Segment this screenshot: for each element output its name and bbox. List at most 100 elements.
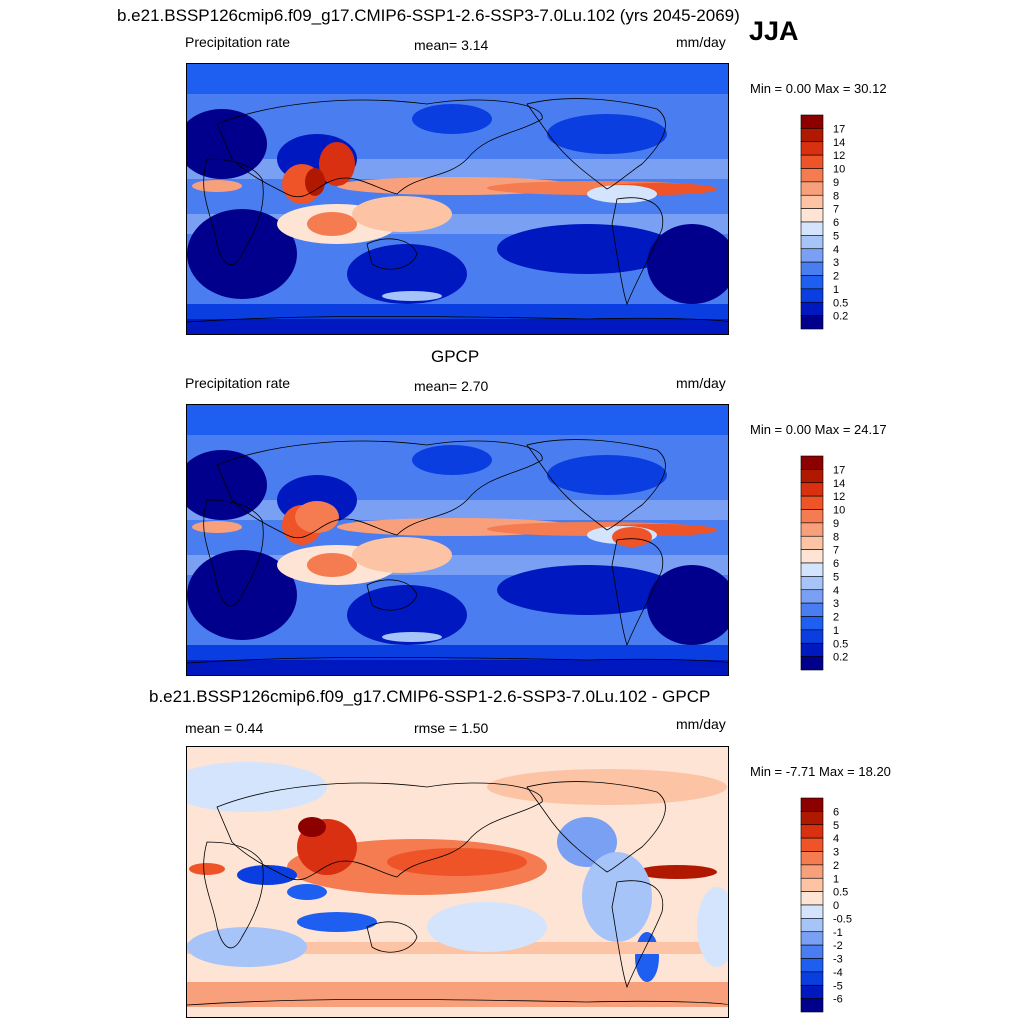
- colorbar-1-box: [800, 301, 824, 316]
- colorbar-3-box: [800, 877, 824, 892]
- colorbar-2-box: [800, 629, 824, 644]
- colorbar-2-tick-label: 5: [833, 571, 839, 583]
- colorbar-1-box: [800, 141, 824, 156]
- colorbar-3-box: [800, 918, 824, 933]
- colorbar-1-box: [800, 248, 824, 263]
- colorbar-2-box: [800, 576, 824, 591]
- colorbar-1-box: [800, 114, 824, 129]
- colorbar-1-box: [800, 261, 824, 276]
- season-label: JJA: [749, 16, 799, 46]
- colorbar-3-box: [800, 971, 824, 986]
- map-3-coastlines: [187, 781, 728, 1006]
- colorbar-1-box: [800, 221, 824, 236]
- colorbar-1-tick-label: 9: [833, 177, 839, 189]
- colorbar-1-tick-label: 3: [833, 257, 839, 269]
- colorbar-2-tick-label: 14: [833, 478, 845, 490]
- map-3-field: [187, 747, 728, 1017]
- colorbar-1-box: [800, 168, 824, 183]
- colorbar-2-box: [800, 642, 824, 657]
- panel-2-mean-label: mean= 2.70: [414, 378, 489, 394]
- colorbar-1-tick-label: 1: [833, 284, 839, 296]
- colorbar-1-tick-label: 10: [833, 164, 845, 176]
- colorbar-2-box: [800, 522, 824, 537]
- colorbar-1-tick-label: 6: [833, 217, 839, 229]
- colorbar-1-tick-label: 4: [833, 244, 839, 256]
- colorbar-3-tick-label: -2: [833, 940, 843, 952]
- colorbar-2-tick-label: 3: [833, 598, 839, 610]
- colorbar-1-tick-label: 8: [833, 190, 839, 202]
- colorbar-2-box: [800, 482, 824, 497]
- colorbar-2-tick-label: 0.5: [833, 638, 848, 650]
- colorbar-1-box: [800, 235, 824, 250]
- colorbar-2-tick-label: 8: [833, 531, 839, 543]
- colorbar-1-tick-label: 0.5: [833, 297, 848, 309]
- colorbar-3-box: [800, 904, 824, 919]
- colorbar-2-box: [800, 469, 824, 484]
- panel-3-colorbar: 6 5 4 3 2 1 0.5 0 -0.5 -1 -2 -3 -4 -5 -6: [800, 797, 861, 1013]
- colorbar-3-box: [800, 958, 824, 973]
- colorbar-2-tick-label: 6: [833, 558, 839, 570]
- panel-1-variable-label: Precipitation rate: [185, 34, 291, 50]
- colorbar-1-box: [800, 208, 824, 223]
- colorbar-3-tick-label: -1: [833, 927, 843, 939]
- colorbar-3-tick-label: 0.5: [833, 887, 848, 899]
- colorbar-2-tick-label: 2: [833, 612, 839, 624]
- panel-1-units-label: mm/day: [676, 34, 726, 50]
- colorbar-3-box: [800, 864, 824, 879]
- colorbar-2-box: [800, 535, 824, 550]
- colorbar-1-tick-label: 17: [833, 123, 845, 135]
- colorbar-1-tick-label: 14: [833, 137, 845, 149]
- colorbar-1-box: [800, 194, 824, 209]
- main-title: b.e21.BSSP126cmip6.f09_g17.CMIP6-SSP1-2.…: [117, 6, 740, 25]
- colorbar-3-box: [800, 811, 824, 826]
- colorbar-2-box: [800, 616, 824, 631]
- panel-3-units-label: mm/day: [676, 716, 726, 732]
- panel-3-minmax: Min = -7.71 Max = 18.20: [750, 764, 891, 779]
- colorbar-1-tick-label: 12: [833, 150, 845, 162]
- panel-3-map: [186, 746, 729, 1018]
- colorbar-3-tick-label: 5: [833, 820, 839, 832]
- colorbar-3-box: [800, 931, 824, 946]
- panel-3-rmse-label: rmse = 1.50: [414, 720, 489, 736]
- map-2-coastlines: [187, 439, 728, 664]
- panel-2-variable-label: Precipitation rate: [185, 375, 291, 391]
- colorbar-1-box: [800, 181, 824, 196]
- panel-3-mean-label: mean = 0.44: [185, 720, 264, 736]
- colorbar-2-box: [800, 602, 824, 617]
- panel-2-title: GPCP: [431, 347, 480, 366]
- colorbar-3-tick-label: -6: [833, 994, 843, 1006]
- colorbar-2-tick-label: 12: [833, 491, 845, 503]
- colorbar-3-tick-label: -3: [833, 954, 843, 966]
- panel-2-colorbar: 17 14 12 10 9 8 7 6 5 4 3 2 1 0.5 0.2: [800, 455, 861, 671]
- colorbar-2-tick-label: 9: [833, 518, 839, 530]
- colorbar-2-tick-label: 17: [833, 464, 845, 476]
- panel-1-map: [186, 63, 729, 335]
- colorbar-3-tick-label: 0: [833, 900, 839, 912]
- colorbar-1-box: [800, 128, 824, 143]
- colorbar-2-box: [800, 455, 824, 470]
- colorbar-1-box: [800, 288, 824, 303]
- colorbar-3-box: [800, 851, 824, 866]
- colorbar-3-box: [800, 998, 824, 1013]
- colorbar-1-tick-label: 2: [833, 271, 839, 283]
- colorbar-2-tick-label: 10: [833, 505, 845, 517]
- colorbar-3-box: [800, 944, 824, 959]
- map-1-coastlines: [187, 98, 728, 323]
- colorbar-2-tick-label: 4: [833, 585, 839, 597]
- panel-2-map: [186, 404, 729, 676]
- colorbar-2-tick-label: 0.2: [833, 652, 848, 664]
- colorbar-3-tick-label: -5: [833, 980, 843, 992]
- panel-1-mean-label: mean= 3.14: [414, 37, 489, 53]
- colorbar-3-tick-label: -0.5: [833, 913, 852, 925]
- colorbar-2-box: [800, 589, 824, 604]
- colorbar-3-tick-label: 6: [833, 806, 839, 818]
- panel-3-title: b.e21.BSSP126cmip6.f09_g17.CMIP6-SSP1-2.…: [149, 687, 711, 706]
- colorbar-3-box: [800, 891, 824, 906]
- map-2-field: [187, 405, 728, 675]
- panel-2-minmax: Min = 0.00 Max = 24.17: [750, 422, 887, 437]
- colorbar-2-box: [800, 509, 824, 524]
- colorbar-2-box: [800, 656, 824, 671]
- colorbar-2-box: [800, 562, 824, 577]
- colorbar-2-tick-label: 7: [833, 545, 839, 557]
- panel-1-colorbar: 17 14 12 10 9 8 7 6 5 4 3 2 1 0.5 0.2: [800, 114, 861, 330]
